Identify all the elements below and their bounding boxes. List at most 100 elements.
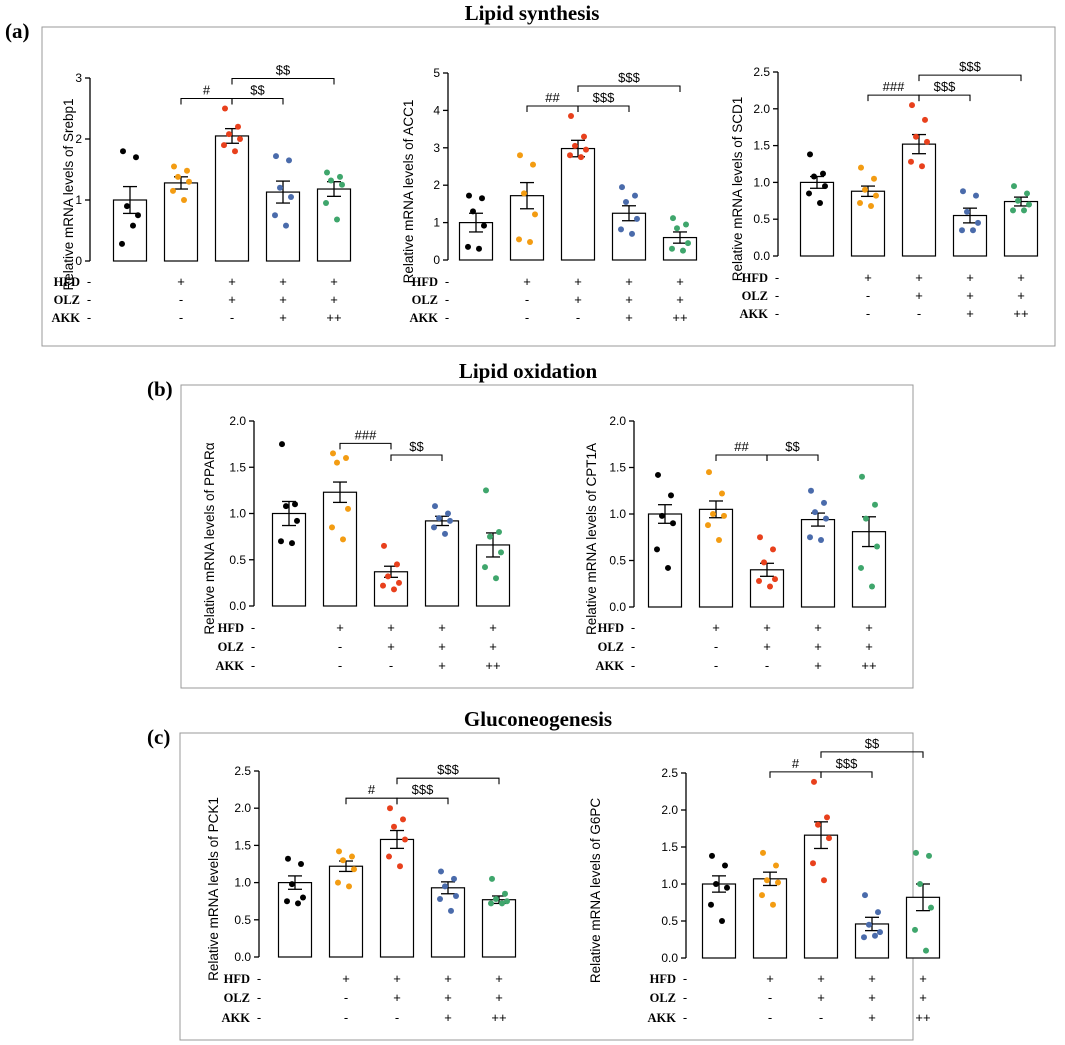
data-point xyxy=(773,862,779,869)
group-row-symbol: + xyxy=(763,620,771,635)
data-point xyxy=(685,240,691,247)
data-point xyxy=(175,173,181,180)
y-tick-label: 1.0 xyxy=(661,877,678,891)
data-point xyxy=(465,243,471,250)
group-row-label: OLZ xyxy=(742,289,768,303)
data-point xyxy=(866,921,872,928)
group-row-symbol: - xyxy=(344,1010,348,1025)
data-point xyxy=(634,215,640,222)
data-point xyxy=(493,575,499,582)
data-point xyxy=(669,245,675,252)
significance-bracket xyxy=(577,85,681,93)
data-point xyxy=(824,814,830,821)
significance-bracket xyxy=(345,797,398,805)
data-point xyxy=(767,583,773,590)
group-row-label: AKK xyxy=(52,311,81,325)
group-row-label: AKK xyxy=(222,1011,251,1025)
y-tick-label: 5 xyxy=(433,66,440,80)
group-row-symbol: + xyxy=(336,620,344,635)
y-tick-label: 0.0 xyxy=(609,600,626,614)
data-point xyxy=(487,533,493,540)
significance-bracket xyxy=(918,74,1022,82)
group-row-label: HFD xyxy=(742,271,768,285)
chart-6: 0.0 0.5 1.0 1.5 2.0 2.5 Relative mRNA levels o… xyxy=(588,736,941,1025)
significance-label: # xyxy=(203,83,211,98)
group-row-symbol: + xyxy=(495,990,503,1005)
y-axis-title: Relative mRNA levels of Srebp1 xyxy=(61,98,76,290)
significance-bracket xyxy=(339,442,392,450)
group-row-symbol: - xyxy=(251,658,255,673)
group-row-symbol: - xyxy=(775,306,779,321)
group-row-label: OLZ xyxy=(218,640,244,654)
group-row-symbol: - xyxy=(775,270,779,285)
y-axis-title: Relative mRNA levels of G6PC xyxy=(588,798,603,984)
significance-bracket xyxy=(180,97,233,105)
data-point xyxy=(186,178,192,185)
data-point xyxy=(959,227,965,234)
group-row-symbol: - xyxy=(87,310,91,325)
group-row-symbol: - xyxy=(257,1010,261,1025)
data-point xyxy=(334,216,340,223)
data-point xyxy=(665,564,671,571)
group-row-symbol: + xyxy=(919,971,927,986)
data-point xyxy=(470,208,476,215)
bar xyxy=(214,135,250,262)
data-point xyxy=(760,849,766,856)
data-point xyxy=(222,105,228,112)
group-row-symbol: ++ xyxy=(485,658,500,673)
data-point xyxy=(493,895,499,902)
data-point xyxy=(329,524,335,531)
data-point xyxy=(119,240,125,247)
data-point xyxy=(400,816,406,823)
data-point xyxy=(170,187,176,194)
data-point xyxy=(394,561,400,568)
data-point xyxy=(402,836,408,843)
significance-label: $$$ xyxy=(959,59,981,74)
group-row-symbol: + xyxy=(489,620,497,635)
data-point xyxy=(385,573,391,580)
data-point xyxy=(323,200,329,207)
chart-4: 0.0 0.5 1.0 1.5 2.0 Relative mRNA levels of C… xyxy=(584,414,887,673)
data-point xyxy=(908,158,914,165)
group-row-symbol: + xyxy=(489,639,497,654)
group-row-symbol: - xyxy=(714,658,718,673)
data-point xyxy=(670,215,676,222)
data-point xyxy=(221,142,227,149)
data-point xyxy=(713,881,719,887)
data-point xyxy=(960,188,966,195)
y-tick-label: 0 xyxy=(75,254,82,268)
group-row-symbol: - xyxy=(917,306,921,321)
group-row-symbol: - xyxy=(714,639,718,654)
data-point xyxy=(770,901,776,908)
bar xyxy=(800,518,836,608)
group-row-symbol: + xyxy=(177,274,185,289)
data-point xyxy=(277,184,283,191)
group-row-symbol: - xyxy=(576,310,580,325)
bar xyxy=(430,887,466,958)
y-tick-label: 0.0 xyxy=(234,950,251,964)
data-point xyxy=(928,904,934,911)
group-row-label: AKK xyxy=(596,659,625,673)
data-point xyxy=(279,441,285,448)
data-point xyxy=(815,821,821,828)
data-point xyxy=(288,193,294,200)
group-row-symbol: ++ xyxy=(1013,306,1028,321)
group-row-symbol: + xyxy=(279,310,287,325)
data-point xyxy=(130,222,136,229)
data-point xyxy=(913,849,919,856)
data-point xyxy=(924,138,930,145)
data-point xyxy=(821,499,827,506)
data-point xyxy=(567,152,573,159)
data-point xyxy=(171,163,177,170)
significance-bracket xyxy=(526,105,579,113)
section-title-lipid-oxidation: Lipid oxidation xyxy=(459,359,598,383)
group-row-symbol: + xyxy=(574,274,582,289)
group-row-symbol: - xyxy=(525,292,529,307)
chart-0: 0 1 2 3 Relative mRNA levels of Srebp1 # $$ $$ H… xyxy=(52,63,352,325)
group-row-symbol: - xyxy=(683,990,687,1005)
data-point xyxy=(858,564,864,571)
group-row-symbol: - xyxy=(230,310,234,325)
bar xyxy=(799,181,835,257)
data-point xyxy=(719,490,725,497)
